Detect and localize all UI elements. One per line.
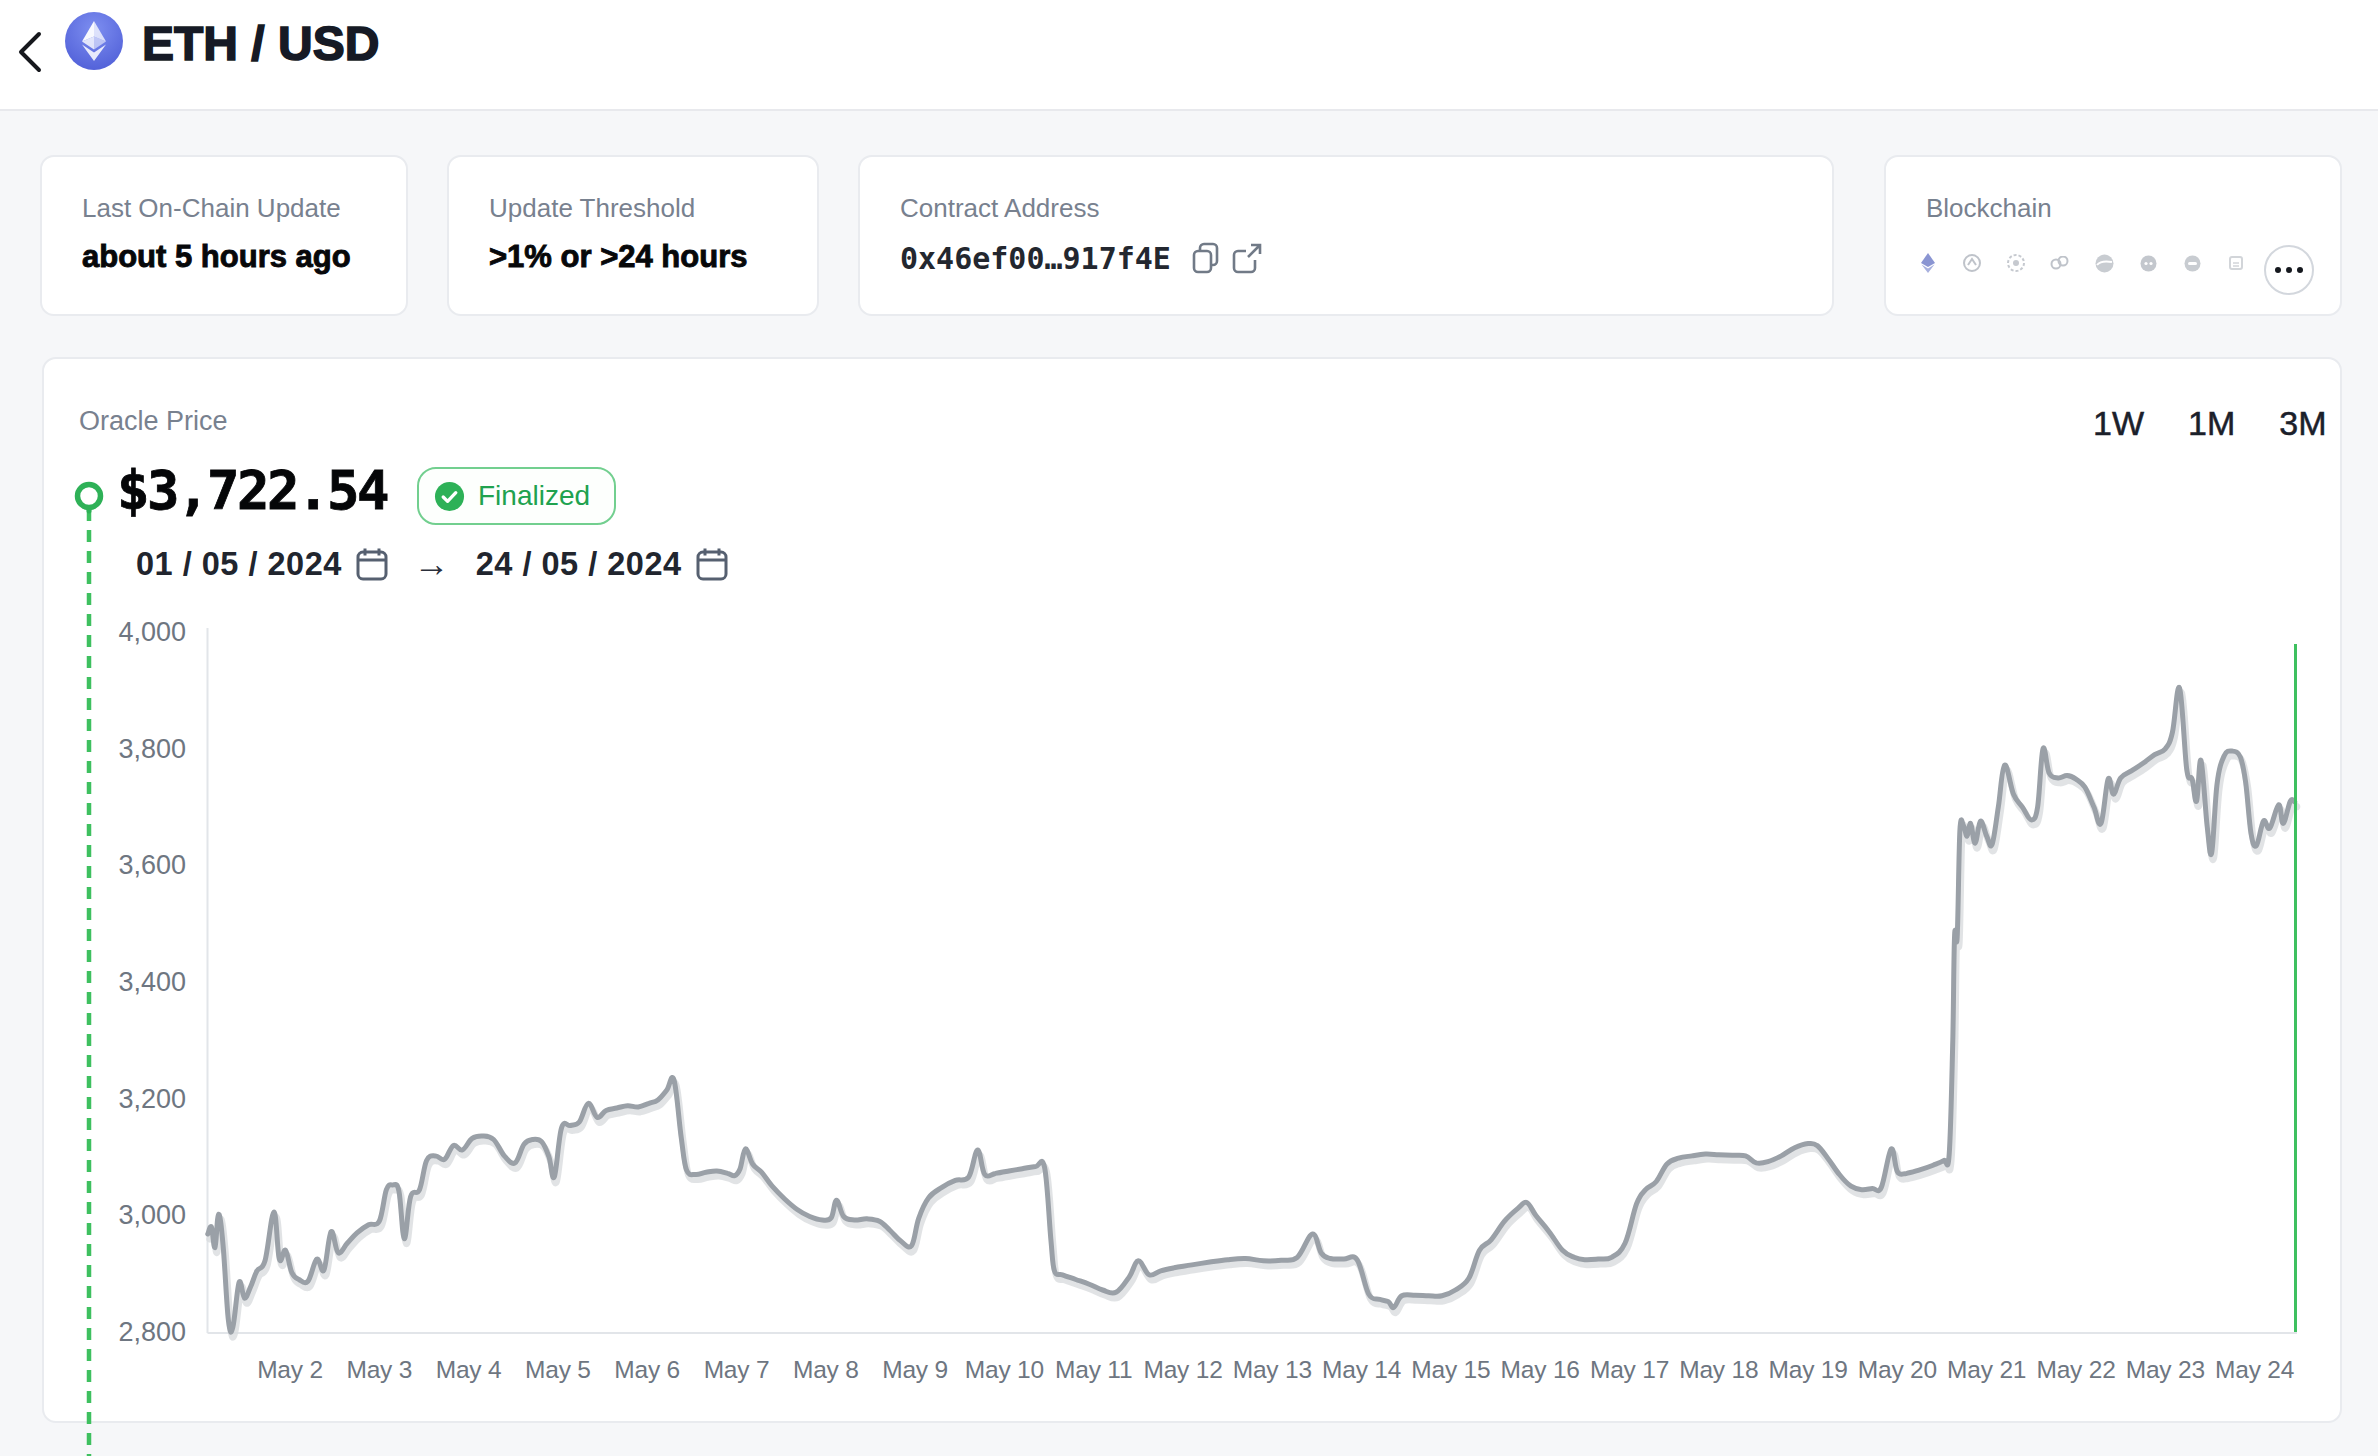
chevron-left-icon [15,30,45,74]
chain-icon[interactable] [2138,253,2158,273]
page-title: ETH / USD [142,16,379,71]
date-from[interactable]: 01 / 05 / 2024 [136,546,342,583]
card-blockchain: Blockchain [1884,155,2342,316]
arrow-right: → [414,543,450,585]
card-contract-address: Contract Address 0x46ef00…917f4E [858,155,1834,316]
range-1w[interactable]: 1W [2093,404,2144,443]
finalized-badge: Finalized [417,467,616,525]
blockchain-label: Blockchain [1926,193,2052,224]
finalized-badge-label: Finalized [478,480,590,512]
calendar-icon[interactable] [356,547,388,581]
chain-icon[interactable] [2226,253,2246,273]
oracle-price-value: $3,722.54 [117,459,387,522]
date-range: 01 / 05 / 2024 → 24 / 05 / 2024 [136,543,728,585]
chain-icon[interactable] [1962,253,1982,273]
chain-icon[interactable] [2182,253,2202,273]
more-chains-button[interactable] [2264,245,2314,295]
contract-address-value: 0x46ef00…917f4E [900,241,1171,276]
chain-icon[interactable] [2050,253,2070,273]
back-button[interactable] [12,28,48,76]
oracle-price-label: Oracle Price [79,406,228,437]
range-3m[interactable]: 3M [2279,404,2326,443]
eth-token-icon [65,12,123,70]
external-link-icon[interactable] [1231,242,1263,276]
ethereum-chain-icon[interactable] [1918,253,1938,273]
range-1m[interactable]: 1M [2188,404,2235,443]
chain-icon[interactable] [2006,253,2026,273]
date-to[interactable]: 24 / 05 / 2024 [476,546,682,583]
card-update-threshold: Update Threshold >1% or >24 hours [447,155,819,316]
top-bar: ETH / USD [0,0,2378,111]
range-switcher: 1W 1M 3M [2093,404,2326,443]
last-update-value: about 5 hours ago [82,239,351,275]
chain-icon-list [1918,253,2246,273]
card-last-update: Last On-Chain Update about 5 hours ago [40,155,408,316]
contract-label: Contract Address [900,193,1099,224]
chain-icon[interactable] [2094,253,2114,273]
check-circle-icon [434,481,465,512]
threshold-value: >1% or >24 hours [489,239,747,275]
calendar-icon[interactable] [696,547,728,581]
last-update-label: Last On-Chain Update [82,193,341,224]
threshold-label: Update Threshold [489,193,695,224]
copy-icon[interactable] [1191,242,1221,276]
